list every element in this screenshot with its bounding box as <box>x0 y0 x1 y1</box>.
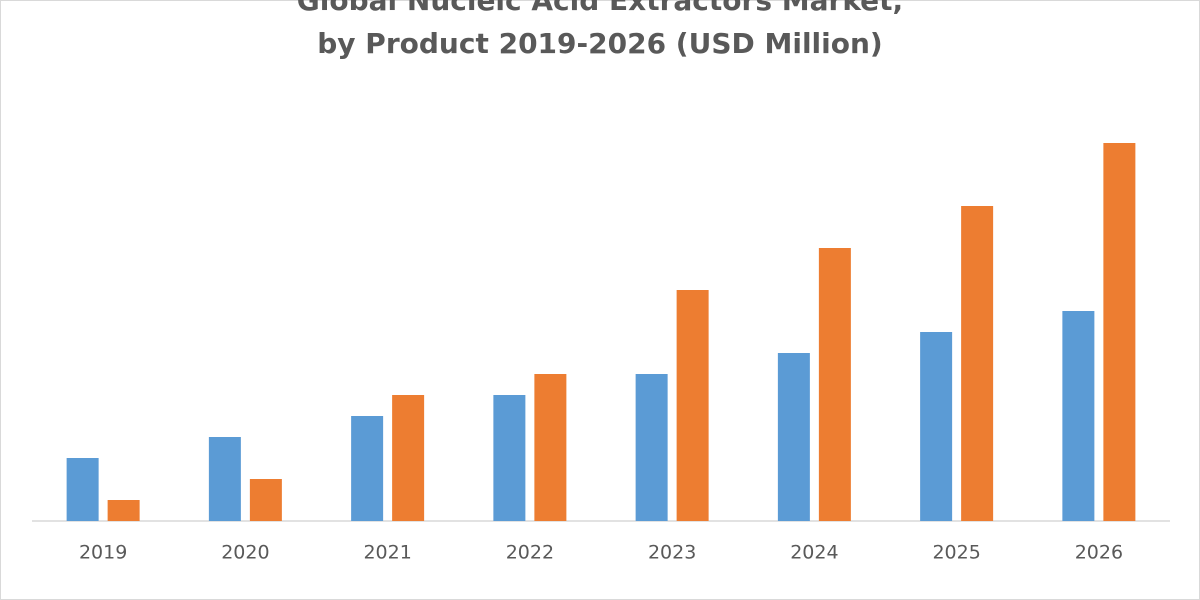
bar <box>676 290 709 521</box>
bar <box>635 374 668 521</box>
bar <box>493 395 526 521</box>
x-tick-label: 2019 <box>79 542 127 564</box>
bar <box>392 395 425 521</box>
chart-title: by Product 2019-2026 (USD Million) <box>317 27 882 60</box>
bar <box>777 353 810 521</box>
bar <box>1062 311 1095 521</box>
chart-title: Global Nucleic Acid Extractors Market, <box>297 0 903 17</box>
x-tick-label: 2021 <box>363 542 411 564</box>
bar <box>208 437 241 521</box>
bar <box>107 500 140 521</box>
x-tick-label: 2023 <box>648 542 696 564</box>
bar <box>961 206 994 521</box>
x-tick-label: 2026 <box>1075 542 1123 564</box>
bar <box>66 458 99 521</box>
bar <box>920 332 953 521</box>
x-tick-label: 2024 <box>790 542 838 564</box>
x-tick-label: 2022 <box>506 542 554 564</box>
bar <box>1103 143 1136 521</box>
bar <box>249 479 282 521</box>
bar <box>534 374 567 521</box>
x-tick-label: 2025 <box>932 542 980 564</box>
x-tick-label: 2020 <box>221 542 269 564</box>
bar <box>818 248 851 521</box>
bar <box>351 416 384 521</box>
